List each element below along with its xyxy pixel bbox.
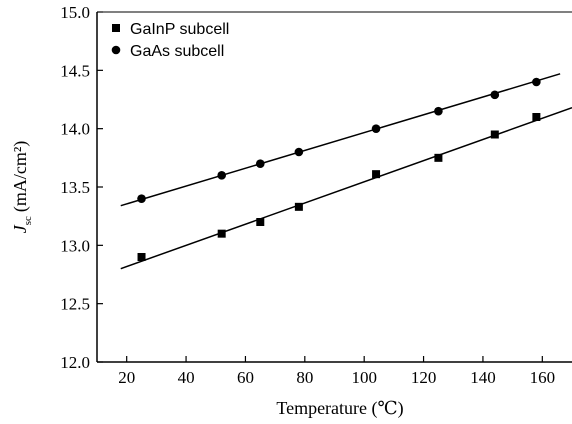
data-point-gainp [490,130,499,139]
data-point-gainp [532,113,541,121]
legend-label: GaAs subcell [130,43,224,60]
data-point-gainp [217,229,226,238]
fit-line-gaas [120,73,561,207]
y-axis-unit: (mA/cm²) [10,141,31,212]
data-point-gaas [371,124,381,133]
x-tick-label: 20 [118,368,135,387]
x-tick-label: 160 [530,368,556,387]
y-axis-title: Jsc (mA/cm²) [10,141,34,234]
x-tick-label: 120 [411,368,437,387]
y-axis-subscript: sc [22,216,34,225]
x-tick-label: 100 [351,368,377,387]
x-tick-label: 140 [470,368,496,387]
data-point-gaas [532,77,541,87]
x-axis-title: Temperature (℃) [276,398,403,419]
data-point-gainp [137,253,146,261]
data-point-gaas [255,159,265,168]
y-tick-label: 13.5 [60,178,90,197]
data-point-gaas [217,171,226,180]
data-point-gainp [256,218,265,226]
data-point-gaas [490,90,500,100]
data-point-gaas [294,147,304,157]
y-tick-label: 12.5 [60,295,90,314]
fit-line-gainp [120,106,572,270]
x-tick-label: 60 [237,368,254,387]
legend-label: GaInP subcell [130,21,229,38]
legend-marker-square [112,24,120,32]
x-tick-label: 80 [296,368,313,387]
y-tick-label: 12.0 [60,353,90,372]
data-point-gainp [294,202,303,211]
x-tick-label: 40 [178,368,195,387]
data-point-gainp [434,153,443,162]
y-tick-label: 13.0 [60,236,90,255]
data-point-gainp [372,170,381,179]
data-point-gaas [137,194,146,203]
y-tick-label: 15.0 [60,3,90,22]
y-tick-label: 14.0 [60,120,90,139]
data-point-gaas [434,106,443,116]
y-axis-symbol: J [10,224,30,233]
legend-marker-circle [111,45,121,55]
y-tick-label: 14.5 [60,61,90,80]
